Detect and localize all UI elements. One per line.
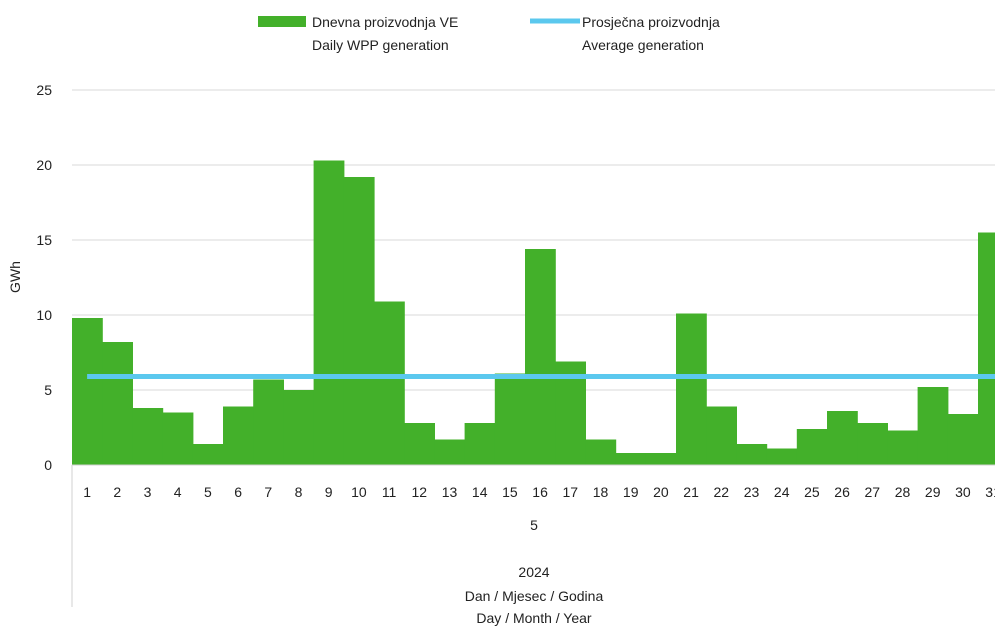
bar	[404, 423, 435, 465]
bar	[766, 448, 798, 465]
y-tick-label: 20	[36, 157, 52, 173]
x-tick-label: 20	[653, 484, 669, 500]
x-tick-label: 19	[623, 484, 639, 500]
x-axis-ticks: 1 2 3 4 5 6 7 8 9 10 11 12 13 14 15 16 17 18 19 20 21 22 23 24 2…	[83, 484, 995, 500]
bar	[162, 412, 194, 465]
x-tick-label: 2	[113, 484, 121, 500]
x-tick-label: 22	[714, 484, 730, 500]
bar	[706, 406, 737, 465]
bar	[947, 414, 979, 465]
legend-label-daily-line1: Dnevna proizvodnja VE	[312, 14, 458, 30]
legend-label-average-line2: Average generation	[582, 37, 704, 53]
x-tick-label: 13	[442, 484, 458, 500]
x-tick-label: 14	[472, 484, 488, 500]
x-tick-label: 30	[955, 484, 971, 500]
bar	[645, 453, 677, 465]
bar	[72, 318, 103, 465]
bar	[887, 430, 919, 465]
bar	[917, 387, 949, 465]
x-axis-title-line1: Dan / Mjesec / Godina	[465, 588, 604, 604]
bar	[827, 411, 858, 465]
x-tick-label: 21	[683, 484, 699, 500]
x-tick-label: 28	[895, 484, 911, 500]
x-tick-label: 10	[351, 484, 367, 500]
x-tick-label: 29	[925, 484, 941, 500]
bar	[283, 390, 315, 465]
bar	[192, 444, 224, 465]
y-tick-label: 0	[44, 457, 52, 473]
bar	[978, 232, 995, 465]
bar	[736, 444, 768, 465]
bar	[343, 177, 375, 465]
legend: Dnevna proizvodnja VE Daily WPP generati…	[258, 14, 720, 53]
y-axis-ticks: 0 5 10 15 20 25	[36, 82, 52, 473]
x-tick-label: 26	[834, 484, 850, 500]
bar	[434, 439, 466, 465]
y-tick-label: 10	[36, 307, 52, 323]
bar	[525, 249, 556, 465]
x-tick-label: 5	[204, 484, 212, 500]
x-tick-label: 24	[774, 484, 790, 500]
legend-label-average-line1: Prosječna proizvodnja	[582, 14, 720, 30]
bars	[72, 160, 995, 465]
year-label: 2024	[518, 564, 549, 580]
x-tick-label: 9	[325, 484, 333, 500]
bar	[494, 373, 526, 465]
x-tick-label: 15	[502, 484, 518, 500]
y-tick-label: 15	[36, 232, 52, 248]
y-axis-label: GWh	[7, 261, 23, 293]
x-tick-label: 27	[865, 484, 881, 500]
x-tick-label: 7	[264, 484, 272, 500]
bar	[796, 429, 828, 465]
x-tick-label: 1	[83, 484, 91, 500]
bar	[313, 160, 345, 465]
bar	[464, 423, 496, 465]
bar	[374, 301, 405, 465]
x-axis-title-line2: Day / Month / Year	[476, 610, 592, 626]
bar	[102, 342, 133, 465]
legend-swatch-daily	[258, 16, 306, 27]
bar	[253, 379, 284, 465]
bar	[585, 439, 617, 465]
month-label: 5	[530, 517, 538, 533]
x-tick-label: 16	[532, 484, 548, 500]
x-tick-label: 3	[144, 484, 152, 500]
x-tick-label: 31	[985, 484, 995, 500]
x-tick-label: 25	[804, 484, 820, 500]
bar	[676, 313, 707, 465]
x-tick-label: 8	[295, 484, 303, 500]
bar	[132, 408, 164, 465]
y-tick-label: 25	[36, 82, 52, 98]
x-tick-label: 12	[412, 484, 428, 500]
bar	[857, 423, 888, 465]
x-tick-label: 4	[174, 484, 182, 500]
x-tick-label: 18	[593, 484, 609, 500]
bar	[615, 453, 647, 465]
x-tick-label: 23	[744, 484, 760, 500]
legend-label-daily-line2: Daily WPP generation	[312, 37, 449, 53]
x-tick-label: 6	[234, 484, 242, 500]
y-tick-label: 5	[44, 382, 52, 398]
x-tick-label: 11	[382, 484, 397, 500]
x-tick-label: 17	[563, 484, 579, 500]
bar	[223, 406, 254, 465]
